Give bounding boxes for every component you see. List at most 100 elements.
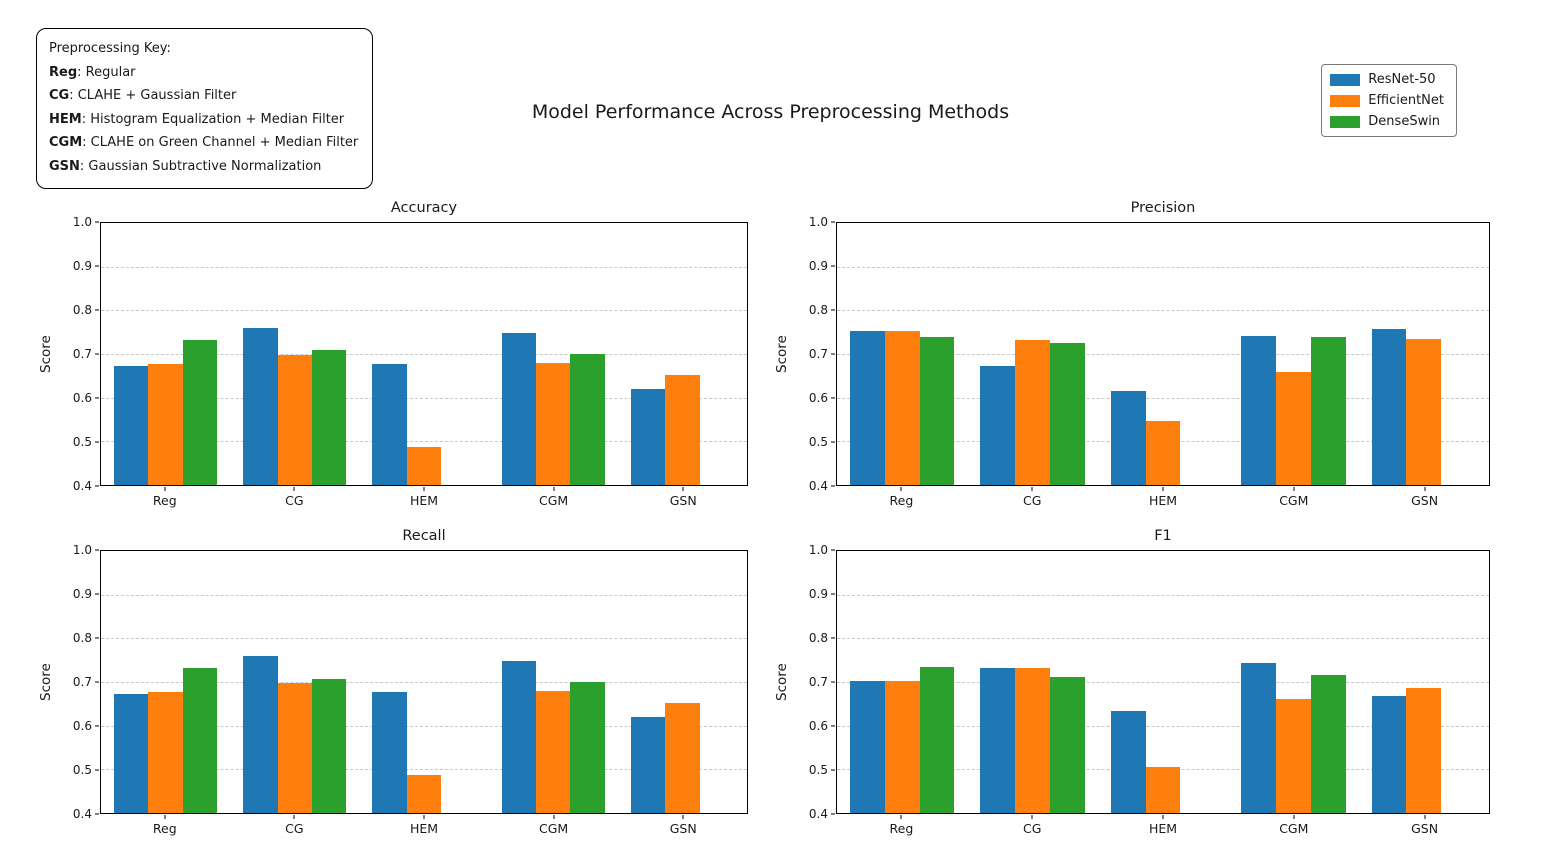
gridline bbox=[101, 354, 747, 355]
bar bbox=[1371, 329, 1407, 485]
key-abbr: GSN bbox=[49, 158, 80, 174]
y-tick bbox=[831, 813, 835, 815]
gridline bbox=[101, 266, 747, 268]
y-tick bbox=[95, 485, 99, 487]
x-tick bbox=[1162, 487, 1164, 491]
bar bbox=[243, 655, 278, 813]
y-tick bbox=[95, 769, 99, 771]
y-tick-label: 0.5 bbox=[72, 763, 92, 777]
x-tick-label: Reg bbox=[152, 493, 177, 508]
y-tick-label: 0.6 bbox=[72, 391, 92, 405]
y-tick bbox=[95, 549, 99, 551]
bar bbox=[1049, 676, 1085, 813]
bar bbox=[1276, 372, 1311, 485]
y-tick-label: 1.0 bbox=[808, 543, 828, 557]
x-tick bbox=[900, 487, 902, 491]
y-tick bbox=[95, 725, 99, 727]
x-tick bbox=[1424, 815, 1426, 819]
key-entry: HEM: Histogram Equalization + Median Fil… bbox=[49, 108, 358, 132]
preprocessing-key-box: Preprocessing Key: Reg: Regular CG: CLAHE… bbox=[36, 28, 374, 189]
y-tick-label: 0.8 bbox=[808, 303, 828, 317]
bar bbox=[535, 690, 571, 813]
bar bbox=[312, 350, 347, 485]
legend-item: ResNet-50 bbox=[1330, 72, 1444, 87]
y-tick bbox=[831, 397, 835, 399]
legend-item-label: ResNet-50 bbox=[1368, 72, 1436, 87]
key-desc: : Gaussian Subtractive Normalization bbox=[79, 158, 322, 174]
bar bbox=[243, 327, 278, 485]
x-tick-label: CG bbox=[1022, 821, 1042, 836]
y-tick bbox=[831, 485, 835, 487]
y-tick bbox=[831, 549, 835, 551]
bar bbox=[113, 694, 149, 813]
bar bbox=[148, 364, 183, 485]
x-tick-label: CG bbox=[285, 493, 304, 508]
subplot-f1: F1 Score 0.4 0.5 0.6 0.7 0.8 0.9 1.0 Reg CG HEM CGM G… bbox=[774, 528, 1490, 836]
y-tick-label: 0.7 bbox=[72, 347, 92, 361]
plot-area bbox=[100, 550, 748, 814]
y-tick bbox=[831, 725, 835, 727]
y-axis-label: Score bbox=[774, 335, 790, 373]
key-desc: : Histogram Equalization + Median Filter bbox=[81, 111, 345, 127]
legend-item: DenseSwin bbox=[1330, 114, 1444, 129]
x-tick bbox=[900, 815, 902, 819]
x-tick bbox=[1031, 487, 1033, 491]
y-tick bbox=[95, 637, 99, 639]
y-tick-label: 0.6 bbox=[808, 391, 828, 405]
x-tick-label: CGM bbox=[1279, 493, 1309, 508]
bar bbox=[501, 661, 536, 813]
y-tick-label: 0.5 bbox=[72, 435, 92, 449]
bar bbox=[980, 668, 1016, 813]
x-tick-label: GSN bbox=[1411, 821, 1439, 836]
bar bbox=[1241, 335, 1276, 485]
bar bbox=[1015, 339, 1050, 485]
y-tick-label: 0.7 bbox=[808, 675, 828, 689]
bar bbox=[850, 680, 885, 813]
subplot-title: F1 bbox=[1154, 528, 1172, 544]
y-tick bbox=[831, 265, 835, 267]
y-axis-label: Score bbox=[774, 663, 790, 701]
x-tick-label: Reg bbox=[889, 821, 914, 836]
x-tick bbox=[1162, 815, 1164, 819]
bar bbox=[1406, 687, 1442, 813]
x-tick bbox=[682, 815, 684, 819]
key-entry: Reg: Regular bbox=[49, 61, 358, 85]
y-tick-label: 0.5 bbox=[808, 435, 828, 449]
x-tick-label: HEM bbox=[409, 493, 439, 508]
bar bbox=[182, 339, 218, 485]
x-tick bbox=[1293, 487, 1295, 491]
key-entry: GSN: Gaussian Subtractive Normalization bbox=[49, 155, 358, 179]
bar bbox=[570, 682, 605, 813]
bar bbox=[312, 678, 347, 813]
bar bbox=[406, 775, 442, 813]
y-tick-label: 0.8 bbox=[72, 631, 92, 645]
y-tick-label: 0.7 bbox=[72, 675, 92, 689]
x-tick bbox=[1424, 487, 1426, 491]
key-abbr: Reg bbox=[49, 64, 78, 80]
plot-area bbox=[836, 550, 1490, 814]
y-tick-label: 0.6 bbox=[808, 719, 828, 733]
y-tick-label: 0.4 bbox=[72, 807, 92, 821]
subplot-accuracy: Accuracy Score 0.4 0.5 0.6 0.7 0.8 0.9 1.0 Reg CG H… bbox=[38, 200, 748, 508]
x-tick bbox=[1293, 815, 1295, 819]
y-tick bbox=[831, 309, 835, 311]
y-tick bbox=[95, 593, 99, 595]
y-tick-label: 0.7 bbox=[808, 347, 828, 361]
legend-item: EfficientNet bbox=[1330, 93, 1444, 108]
bar bbox=[277, 355, 313, 485]
x-tick bbox=[293, 487, 295, 491]
bar bbox=[630, 716, 666, 813]
y-tick bbox=[831, 353, 835, 355]
bar bbox=[406, 447, 442, 485]
subplot-precision: Precision Score 0.4 0.5 0.6 0.7 0.8 0.9 1.0 Reg CG… bbox=[774, 200, 1490, 508]
legend-swatch bbox=[1330, 115, 1361, 128]
x-tick bbox=[293, 815, 295, 819]
x-tick-label: HEM bbox=[409, 821, 439, 836]
y-tick-label: 0.9 bbox=[808, 587, 828, 601]
x-tick-label: HEM bbox=[1148, 493, 1178, 508]
bar bbox=[182, 667, 218, 813]
plot-area bbox=[836, 222, 1490, 486]
bar bbox=[884, 330, 920, 485]
x-tick bbox=[423, 487, 425, 491]
